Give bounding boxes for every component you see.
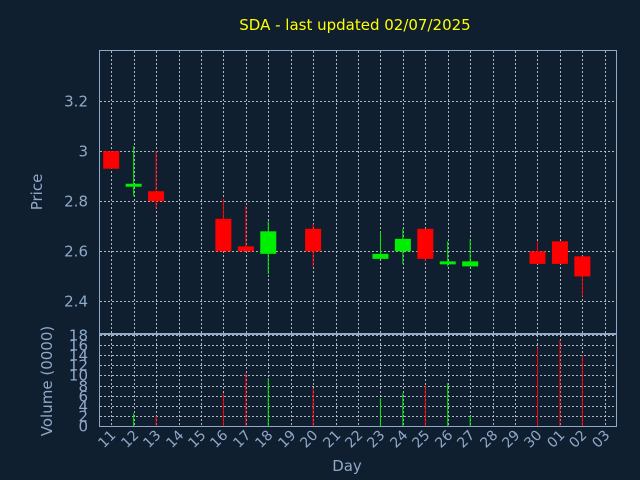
x-tick-label: 18 bbox=[252, 428, 276, 452]
price-y-tick-label: 2.8 bbox=[64, 193, 88, 211]
price-plot-frame bbox=[99, 50, 617, 334]
price-y-tick-label: 2.4 bbox=[64, 293, 88, 311]
volume-y-tick-label: 10 bbox=[69, 367, 88, 385]
x-tick-label: 29 bbox=[499, 428, 523, 452]
candle-body bbox=[372, 253, 389, 259]
volume-y-tick-label: 0 bbox=[78, 418, 88, 436]
candle bbox=[260, 221, 277, 274]
price-panel: 2.4 2.6 2.8 3 3.2 Price bbox=[28, 50, 617, 334]
x-axis-label: Day bbox=[332, 457, 362, 475]
x-tick-label: 25 bbox=[409, 428, 433, 452]
candle bbox=[125, 146, 142, 197]
x-tick-label: 17 bbox=[230, 428, 254, 452]
x-tick-label: 28 bbox=[477, 428, 501, 452]
candle-body bbox=[394, 238, 411, 252]
x-tick-label: 02 bbox=[566, 428, 590, 452]
candle bbox=[305, 223, 322, 267]
candle bbox=[103, 151, 120, 169]
price-y-tick-label: 2.6 bbox=[64, 243, 88, 261]
candle bbox=[394, 228, 411, 264]
price-y-tick-label: 3.2 bbox=[64, 93, 88, 111]
candle-body bbox=[148, 191, 165, 202]
candle bbox=[551, 241, 568, 264]
x-tick-label: 01 bbox=[544, 428, 568, 452]
candle bbox=[148, 151, 165, 209]
x-tick-label: 24 bbox=[387, 427, 411, 451]
candle bbox=[439, 241, 456, 267]
price-axis-label: Price bbox=[28, 174, 46, 211]
x-tick-label: 22 bbox=[342, 428, 366, 452]
volume-y-tick-label: 16 bbox=[69, 337, 88, 355]
x-tick-label: 30 bbox=[521, 428, 545, 452]
candle bbox=[237, 206, 254, 252]
x-tick-label: 20 bbox=[297, 428, 321, 452]
candle bbox=[574, 256, 591, 297]
x-tick-label: 13 bbox=[140, 428, 164, 452]
candle bbox=[529, 241, 546, 264]
volume-y-tick-label: 4 bbox=[78, 398, 88, 416]
candle-body bbox=[529, 251, 546, 264]
x-tick-label: 14 bbox=[163, 427, 187, 451]
x-tick-label: 15 bbox=[185, 428, 209, 452]
x-tick-label: 19 bbox=[275, 428, 299, 452]
volume-y-tick-label: 2 bbox=[78, 408, 88, 426]
candle bbox=[215, 198, 232, 252]
candle-body bbox=[215, 218, 232, 252]
candle-body bbox=[305, 228, 322, 252]
candle bbox=[372, 231, 389, 259]
candle-body bbox=[103, 151, 120, 169]
volume-y-tick-label: 12 bbox=[69, 357, 88, 375]
volume-plot-frame bbox=[99, 334, 617, 427]
x-tick-label: 26 bbox=[432, 427, 456, 451]
x-tick-label: 11 bbox=[95, 428, 119, 452]
volume-y-tick-label: 18 bbox=[69, 327, 88, 345]
volume-y-tick-label: 6 bbox=[78, 388, 88, 406]
candle-body bbox=[439, 261, 456, 265]
candle bbox=[462, 238, 479, 267]
x-tick-label: 23 bbox=[364, 428, 388, 452]
candle-body bbox=[125, 183, 142, 187]
volume-axis-label: Volume (0000) bbox=[38, 326, 56, 436]
candle-body bbox=[574, 256, 591, 277]
x-tick-label: 16 bbox=[207, 427, 231, 451]
x-tick-label: 03 bbox=[589, 428, 613, 452]
candle bbox=[417, 228, 434, 262]
volume-y-tick-label: 8 bbox=[78, 378, 88, 396]
chart-title: SDA - last updated 02/07/2025 bbox=[239, 16, 470, 34]
volume-y-tick-label: 14 bbox=[69, 347, 88, 365]
candle-body bbox=[260, 231, 277, 254]
x-tick-label: 21 bbox=[320, 428, 344, 452]
price-y-tick-label: 3 bbox=[78, 143, 88, 161]
x-tick-label: 12 bbox=[118, 428, 142, 452]
x-tick-label: 27 bbox=[454, 428, 478, 452]
candle-body bbox=[417, 228, 434, 259]
candle-body bbox=[462, 261, 479, 267]
candle-body bbox=[551, 241, 568, 264]
candle-body bbox=[237, 246, 254, 252]
